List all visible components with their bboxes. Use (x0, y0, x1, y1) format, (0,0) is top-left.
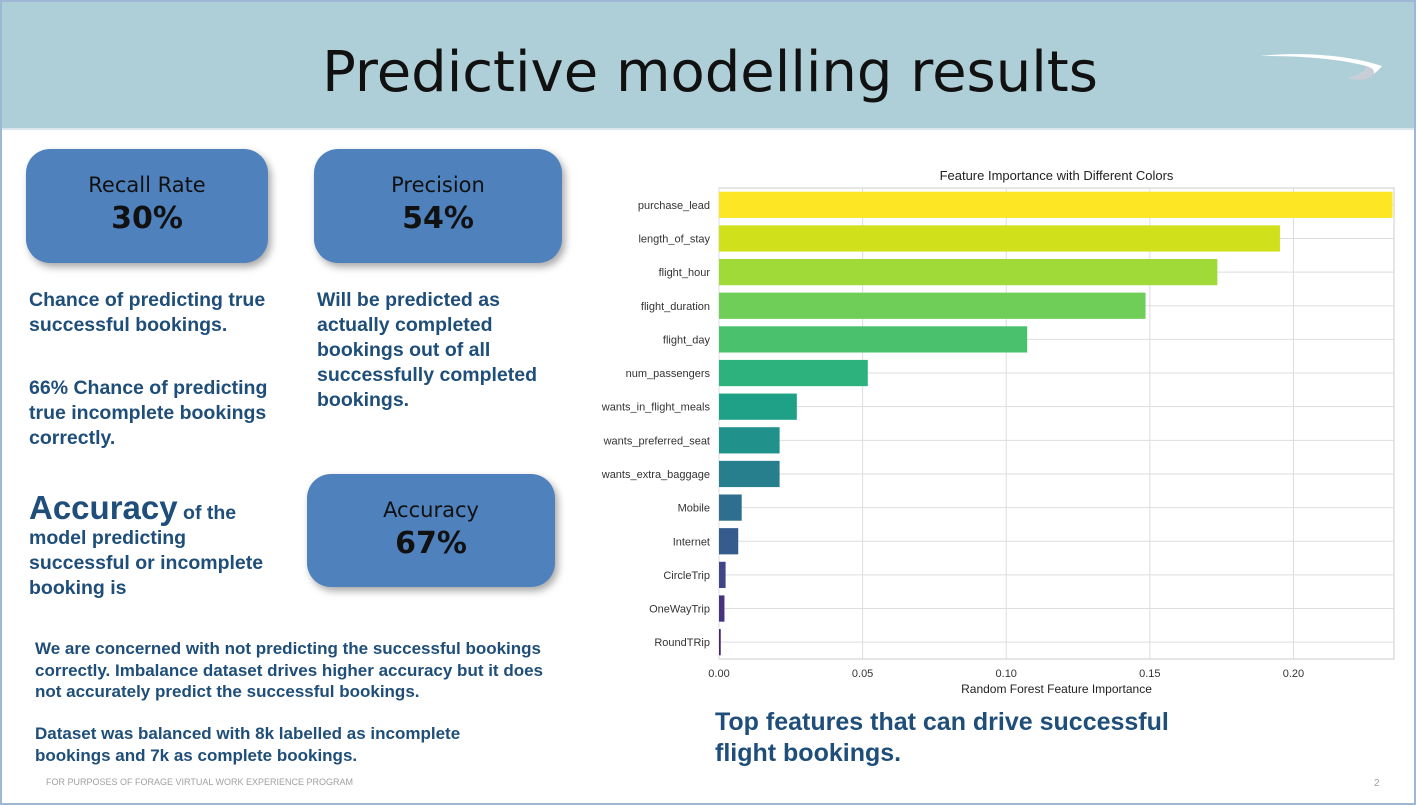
x-axis-label: Random Forest Feature Importance (961, 682, 1152, 696)
bar-num-passengers (719, 359, 868, 387)
y-tick-label: flight_day (663, 334, 711, 346)
x-tick-label: 0.05 (852, 668, 873, 680)
bar-flight-duration (719, 292, 1146, 319)
y-tick-label: flight_duration (641, 301, 710, 313)
bar-flight-day (719, 326, 1028, 353)
x-tick-label: 0.10 (996, 668, 1017, 680)
recall-description: Chance of predicting true successful boo… (29, 289, 266, 336)
accuracy-description: model predicting successful or incomplet… (29, 527, 264, 599)
recall-rate-value: 30% (111, 201, 183, 236)
bar-purchase-lead (719, 191, 1393, 218)
recall-rate-label: Recall Rate (88, 173, 206, 197)
y-tick-label: num_passengers (626, 368, 711, 380)
precision-label: Precision (391, 173, 485, 197)
accuracy-heading-suffix: of the (183, 502, 237, 524)
bar-length-of-stay (719, 225, 1280, 252)
balanced-note: Dataset was balanced with 8k labelled as… (35, 724, 461, 765)
bar-flight-hour (719, 258, 1218, 286)
incomplete-description: 66% Chance of predicting true incomplete… (29, 377, 268, 449)
precision-description: Will be predicted as actually completed … (317, 289, 538, 411)
chart-title: Feature Importance with Different Colors (940, 168, 1174, 183)
recall-rate-card: Recall Rate 30% (26, 149, 268, 263)
bar-wants-preferred-seat (719, 427, 780, 454)
y-tick-label: Internet (673, 536, 710, 548)
y-tick-label: wants_extra_baggage (601, 469, 710, 481)
precision-value: 54% (402, 201, 474, 236)
precision-card: Precision 54% (314, 149, 562, 263)
bar-roundtrip (719, 629, 721, 656)
slide-header: Predictive modelling results (2, 2, 1414, 130)
y-tick-label: purchase_lead (638, 200, 710, 212)
y-tick-label: RoundTRip (654, 637, 710, 649)
x-tick-label: 0.20 (1283, 668, 1304, 680)
bar-internet (719, 528, 739, 555)
plot-area (718, 187, 1395, 660)
x-tick-label: 0.00 (708, 668, 729, 680)
accuracy-description-block: Accuracy of the model predicting success… (29, 491, 291, 601)
y-tick-label: wants_in_flight_meals (601, 402, 711, 414)
page-number: 2 (1374, 778, 1380, 789)
speedmarque-logo-icon (1260, 54, 1382, 80)
bar-circletrip (719, 561, 726, 589)
feature-importance-chart: 0.00 0.05 0.10 0.15 0.20 purchase_lead length_… (601, 168, 1395, 696)
top-features-caption: Top features that can drive successful f… (715, 708, 1169, 767)
bar-mobile (719, 494, 742, 521)
y-tick-label: flight_hour (659, 267, 711, 279)
y-tick-label: length_of_stay (638, 233, 710, 245)
accuracy-value: 67% (395, 526, 467, 561)
y-tick-label: OneWayTrip (649, 604, 710, 616)
y-tick-label: wants_preferred_seat (603, 435, 710, 447)
x-tick-label: 0.15 (1139, 668, 1160, 680)
y-tick-label: CircleTrip (663, 570, 710, 582)
slide-footer: FOR PURPOSES OF FORAGE VIRTUAL WORK EXPE… (46, 777, 354, 787)
accuracy-heading: Accuracy (29, 489, 178, 526)
slide-title: Predictive modelling results (322, 40, 1098, 105)
bar-wants-in-flight-meals (719, 393, 797, 420)
bar-onewaytrip (719, 595, 725, 622)
bar-wants-extra-baggage (719, 460, 780, 488)
concern-note: We are concerned with not predicting the… (35, 639, 543, 701)
accuracy-label: Accuracy (383, 498, 479, 522)
accuracy-card: Accuracy 67% (307, 474, 555, 587)
y-tick-label: Mobile (678, 503, 710, 515)
